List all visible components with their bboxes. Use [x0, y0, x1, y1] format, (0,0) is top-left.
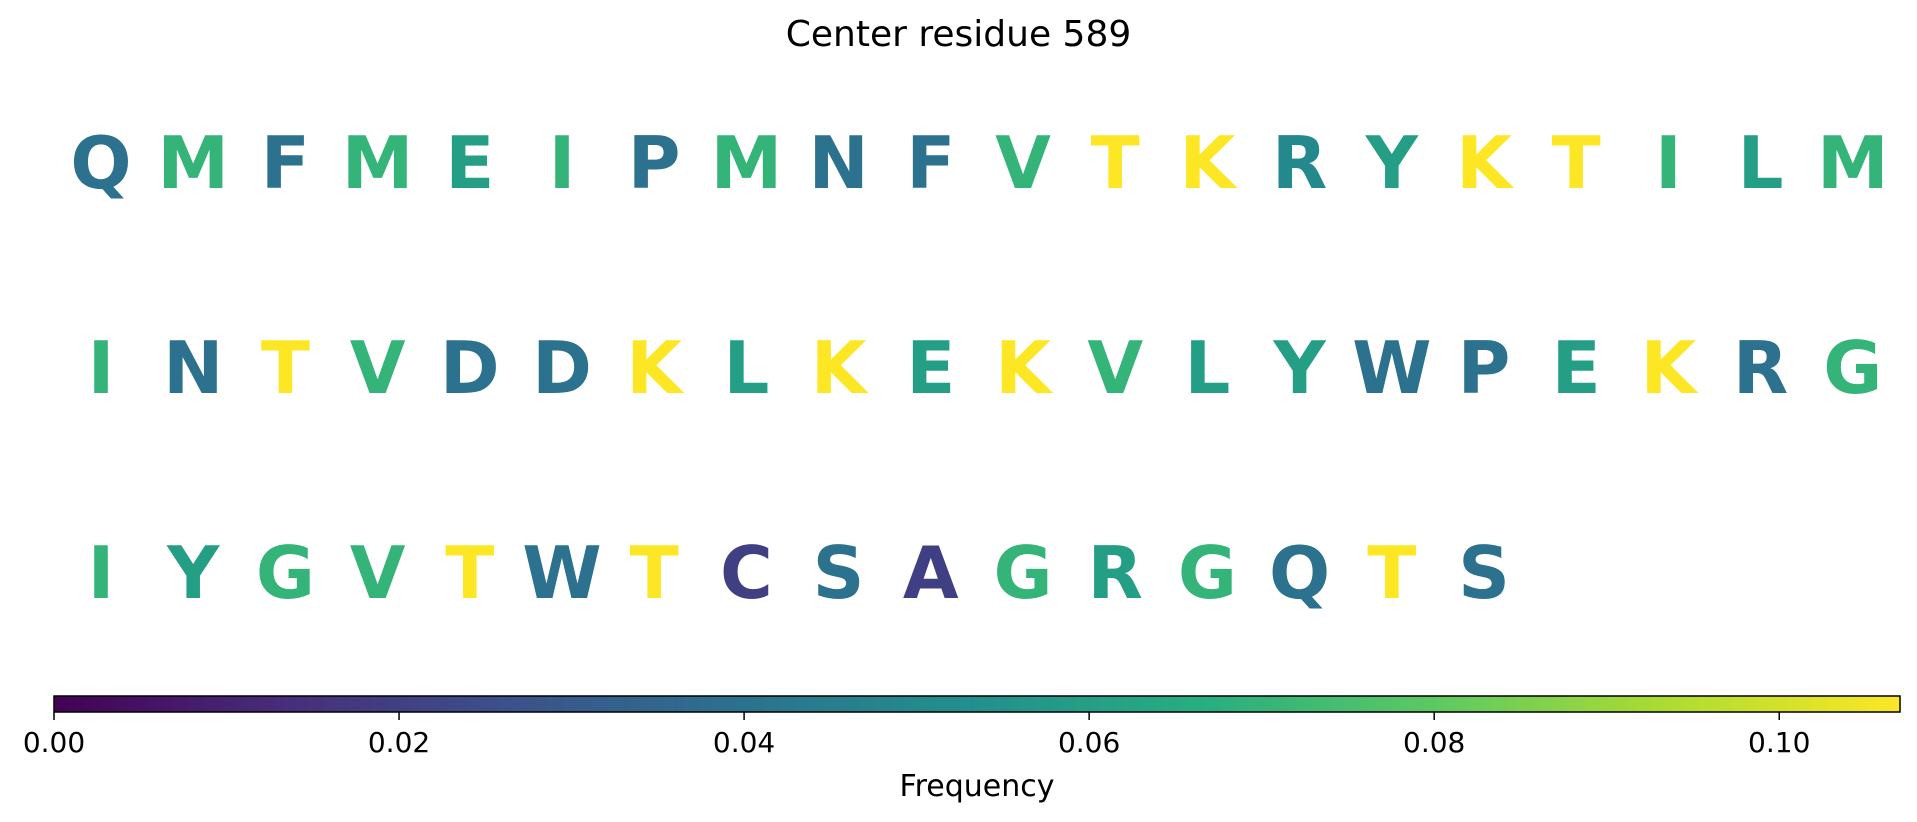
residue-letter: W	[522, 531, 601, 615]
residue-letter: K	[1641, 326, 1699, 410]
colorbar-ticks: 0.00 0.02 0.04 0.06 0.08 0.10	[23, 712, 1810, 759]
residue-letter: I	[88, 326, 115, 410]
residue-letter: L	[1738, 121, 1784, 205]
colorbar-tick-label: 0.00	[23, 726, 85, 759]
residue-letter: N	[163, 326, 223, 410]
residue-letter: T	[261, 326, 310, 410]
residue-letter: M	[342, 121, 414, 205]
colorbar: 0.00 0.02 0.04 0.06 0.08 0.10 Frequency	[23, 695, 1901, 804]
colorbar-gradient	[53, 695, 1901, 713]
residue-letter: E	[1552, 326, 1601, 410]
residue-letter: E	[445, 121, 494, 205]
residue-letter: V	[995, 121, 1051, 205]
residue-letter: M	[1817, 121, 1889, 205]
residue-letter: P	[628, 121, 681, 205]
residue-letter: R	[1272, 121, 1327, 205]
residue-letter: Y	[166, 531, 220, 615]
colorbar-tick-label: 0.10	[1748, 726, 1810, 759]
residue-letter: Y	[1273, 326, 1327, 410]
residue-letter: K	[811, 326, 869, 410]
residue-letter: D	[440, 326, 500, 410]
chart-title: Center residue 589	[785, 14, 1132, 55]
residue-letter: V	[1087, 326, 1143, 410]
residue-letter: W	[1352, 326, 1431, 410]
residue-letter: R	[1733, 326, 1788, 410]
colorbar-tick-label: 0.04	[713, 726, 775, 759]
residue-letter: I	[88, 531, 115, 615]
residue-letter: N	[808, 121, 868, 205]
residue-letter: D	[532, 326, 592, 410]
residue-letter: M	[711, 121, 783, 205]
residue-letter: T	[1091, 121, 1140, 205]
residue-letter: R	[1087, 531, 1142, 615]
residue-letter: G	[1178, 531, 1237, 615]
residue-letter: T	[1367, 531, 1416, 615]
residue-letter: F	[261, 121, 310, 205]
colorbar-tick-label: 0.02	[368, 726, 430, 759]
residue-letter: K	[1180, 121, 1238, 205]
residue-letter: G	[1823, 326, 1882, 410]
residue-letter: G	[256, 531, 315, 615]
residue-letter: L	[1184, 326, 1230, 410]
residue-letter: S	[1458, 531, 1510, 615]
residue-letter: C	[720, 531, 773, 615]
residue-letter: P	[1458, 326, 1511, 410]
residue-letter: V	[350, 326, 406, 410]
residue-letter: A	[903, 531, 959, 615]
residue-letter: F	[906, 121, 955, 205]
residue-letter: T	[445, 531, 494, 615]
residue-letter: G	[993, 531, 1052, 615]
colorbar-tick-label: 0.08	[1403, 726, 1465, 759]
residue-letter: K	[995, 326, 1053, 410]
residue-letter: S	[813, 531, 865, 615]
colorbar-label: Frequency	[900, 769, 1055, 804]
residue-letter: M	[157, 121, 229, 205]
residue-letter: Q	[1269, 531, 1330, 615]
residue-letter: K	[626, 326, 684, 410]
residue-letter: Q	[70, 121, 131, 205]
residue-letter: T	[630, 531, 679, 615]
residue-letter: I	[549, 121, 576, 205]
residue-letter: V	[350, 531, 406, 615]
colorbar-tick-label: 0.06	[1058, 726, 1120, 759]
residue-letter: K	[1456, 121, 1514, 205]
residue-letter: L	[723, 326, 769, 410]
residue-letter: T	[1552, 121, 1601, 205]
residue-grid: Q M F M E I P M N F V T K R Y K T I L MI N T V D D K L K E K V L Y W P E K R G…	[70, 121, 1888, 615]
residue-letter: I	[1655, 121, 1682, 205]
residue-letter: Y	[1365, 121, 1419, 205]
residue-letter: E	[906, 326, 955, 410]
